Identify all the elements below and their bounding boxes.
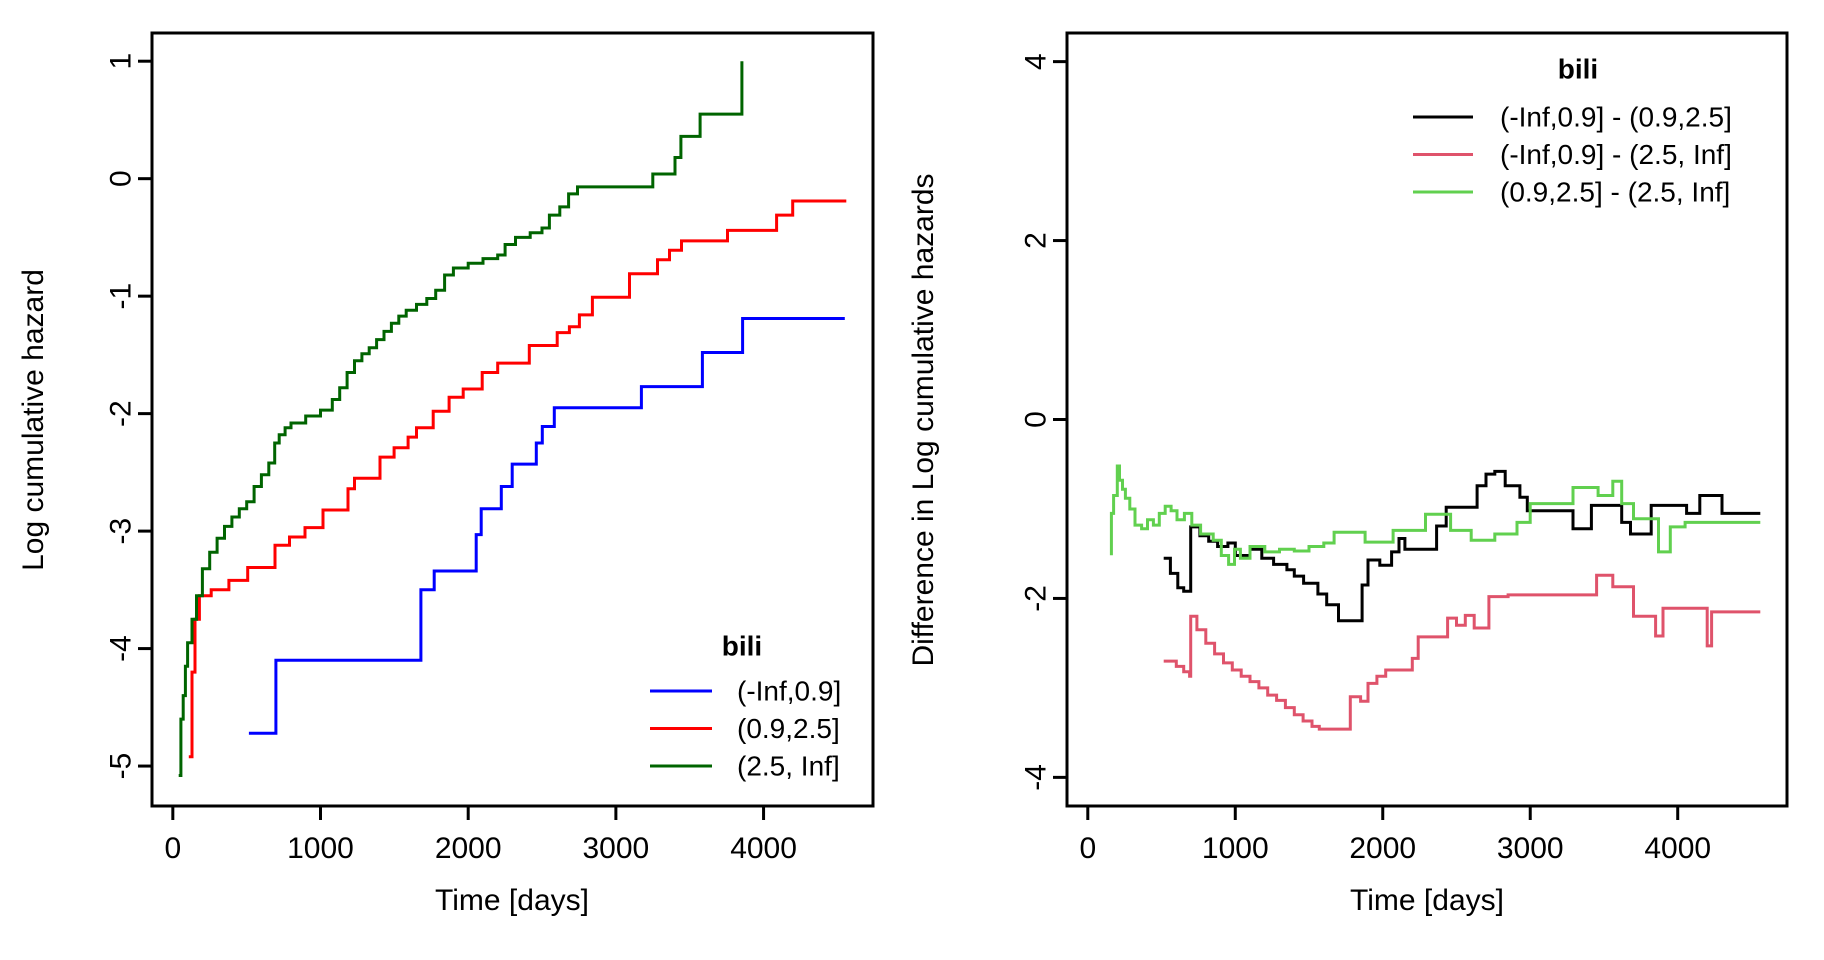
x-tick-label: 4000 <box>1644 832 1711 865</box>
y-tick-label: -4 <box>1020 764 1053 791</box>
y-tick-label: 0 <box>1020 411 1053 428</box>
series-0.9-2.5 <box>188 199 847 759</box>
legend-label: (-Inf,0.9] - (2.5, Inf] <box>1500 139 1732 170</box>
series-inf-0.9 <box>248 317 845 735</box>
y-tick-label: 4 <box>1020 53 1053 70</box>
left-y-axis-title: Log cumulative hazard <box>17 269 50 571</box>
series-2.5-inf <box>178 61 744 777</box>
y-tick-label: -2 <box>105 400 138 427</box>
x-tick-label: 3000 <box>583 832 650 865</box>
x-tick-label: 1000 <box>287 832 354 865</box>
legend-label: (-Inf,0.9] - (0.9,2.5] <box>1500 102 1732 133</box>
series-inf-0.9-2.5-inf <box>1163 573 1761 731</box>
y-tick-label: -4 <box>105 635 138 662</box>
series-0.9-2.5-2.5-inf <box>1109 464 1761 566</box>
x-tick-label: 4000 <box>730 832 797 865</box>
right-y-axis-title: Difference in Log cumulative hazards <box>907 173 940 667</box>
y-tick-label: 1 <box>105 53 138 70</box>
legend-title: bili <box>722 631 762 662</box>
y-tick-label: -5 <box>105 753 138 780</box>
legend-label: (2.5, Inf] <box>737 751 840 782</box>
y-tick-label: -2 <box>1020 585 1053 612</box>
legend-label: (0.9,2.5] <box>737 713 840 744</box>
legend-title: bili <box>1558 54 1598 85</box>
x-tick-label: 3000 <box>1497 832 1564 865</box>
x-tick-label: 0 <box>1079 832 1096 865</box>
y-tick-label: -3 <box>105 518 138 545</box>
x-tick-label: 1000 <box>1202 832 1269 865</box>
y-tick-label: 2 <box>1020 232 1053 249</box>
series-inf-0.9-0.9-2.5 <box>1163 469 1761 623</box>
x-tick-label: 2000 <box>435 832 502 865</box>
y-tick-label: 0 <box>105 170 138 187</box>
x-tick-label: 2000 <box>1349 832 1416 865</box>
legend-label: (-Inf,0.9] <box>737 676 841 707</box>
left-x-axis-title: Time [days] <box>435 884 589 917</box>
x-tick-label: 0 <box>164 832 181 865</box>
legend-label: (0.9,2.5] - (2.5, Inf] <box>1500 177 1730 208</box>
plot-box <box>150 31 875 808</box>
right-x-axis-title: Time [days] <box>1350 884 1504 917</box>
y-tick-label: -1 <box>105 283 138 310</box>
